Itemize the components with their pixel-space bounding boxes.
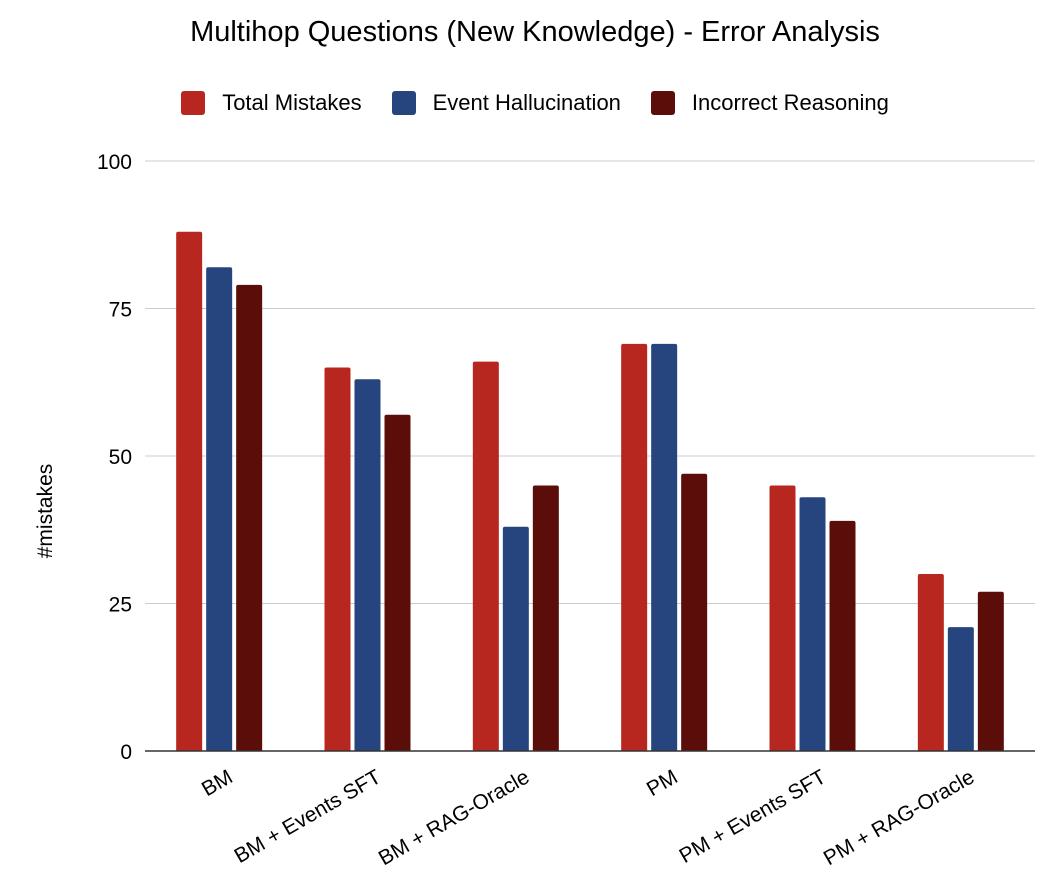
- bar: [532, 485, 559, 751]
- bar: [472, 361, 499, 751]
- legend-swatch-event-hallucination: [391, 91, 416, 115]
- bar: [324, 367, 351, 751]
- legend-swatch-incorrect-reasoning: [650, 91, 675, 115]
- x-tick-label: BM + Events SFT: [230, 765, 385, 868]
- bar: [829, 520, 856, 751]
- legend-item-total-mistakes: Total Mistakes: [181, 90, 362, 116]
- bar: [621, 343, 648, 751]
- x-tick-label: PM + Events SFT: [675, 765, 830, 868]
- bar: [236, 284, 263, 751]
- bar: [977, 591, 1004, 751]
- x-tick-label: PM: [643, 765, 682, 801]
- y-tick-label: 75: [109, 299, 132, 322]
- x-tick-label: PM + RAG-Oracle: [820, 765, 979, 870]
- legend-label-incorrect-reasoning: Incorrect Reasoning: [691, 90, 889, 115]
- y-axis-title: #mistakes: [34, 464, 57, 559]
- legend-item-event-hallucination: Event Hallucination: [391, 90, 621, 116]
- bar: [799, 497, 826, 751]
- legend: Total Mistakes Event Hallucination Incor…: [0, 90, 1060, 116]
- legend-swatch-total-mistakes: [181, 91, 206, 115]
- legend-label-event-hallucination: Event Hallucination: [432, 90, 621, 115]
- bar: [681, 473, 708, 751]
- bar: [206, 267, 233, 751]
- bar: [769, 485, 796, 751]
- chart-title: Multihop Questions (New Knowledge) - Err…: [190, 16, 880, 48]
- bar: [502, 526, 529, 751]
- bar: [651, 343, 678, 751]
- bar: [384, 414, 411, 751]
- bar: [947, 627, 974, 751]
- y-tick-label: 25: [109, 594, 132, 617]
- y-tick-label: 0: [120, 741, 132, 764]
- legend-item-incorrect-reasoning: Incorrect Reasoning: [650, 90, 889, 116]
- bar: [354, 379, 381, 751]
- x-tick-label: BM + RAG-Oracle: [375, 765, 534, 870]
- bar: [917, 574, 944, 751]
- legend-label-total-mistakes: Total Mistakes: [222, 90, 362, 115]
- bar: [176, 231, 203, 752]
- y-tick-label: 100: [97, 151, 132, 174]
- x-tick-label: BM: [198, 765, 237, 801]
- y-tick-label: 50: [109, 446, 132, 469]
